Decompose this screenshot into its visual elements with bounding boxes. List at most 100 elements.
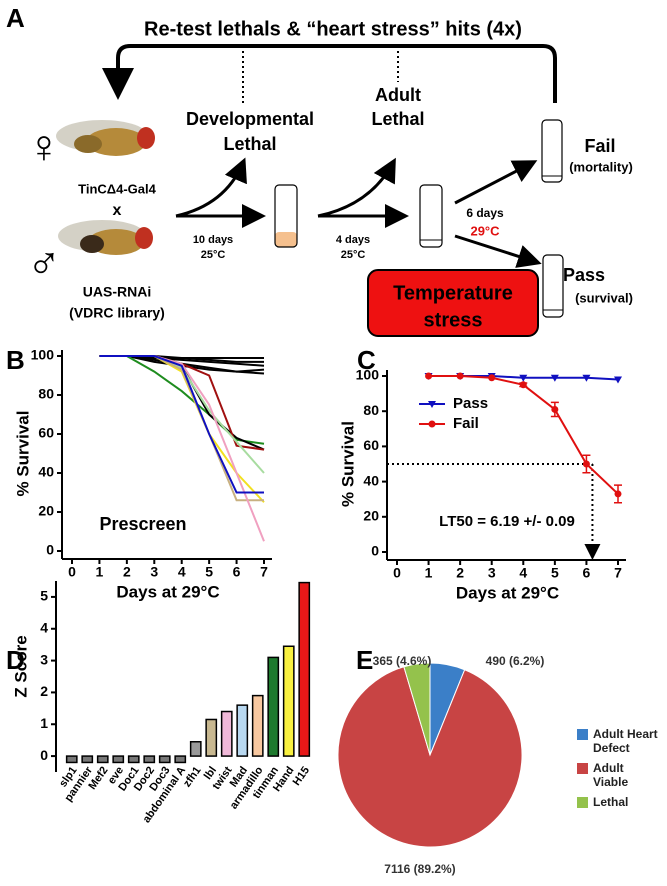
point <box>456 372 464 380</box>
adult-lethal: Lethal <box>371 109 424 129</box>
bar <box>189 741 202 757</box>
bar <box>96 755 109 764</box>
x-tick-label: 7 <box>260 564 268 580</box>
series-line <box>99 355 264 494</box>
series-line <box>428 375 619 495</box>
y-tick-label: 40 <box>38 464 54 480</box>
legend-label: Lethal <box>593 795 629 809</box>
male-line: UAS-RNAi <box>83 284 151 300</box>
x-tick-label: 2 <box>123 564 131 580</box>
y-tick-label: 60 <box>363 437 379 453</box>
legend-label: Fail <box>453 415 479 432</box>
panel-a: A Re-test lethals & “heart stress” hits … <box>6 3 633 337</box>
fly-female <box>56 120 155 156</box>
arrow <box>454 160 538 205</box>
x-axis-label: Days at 29°C <box>456 583 559 602</box>
x-tick-label: 2 <box>456 565 464 581</box>
step-temp: 25°C <box>341 249 366 261</box>
bar <box>143 755 156 764</box>
y-tick-label: 100 <box>356 367 380 383</box>
y-tick-label: 0 <box>40 747 48 763</box>
dev-lethal: Developmental <box>186 109 314 129</box>
panel-letter: C <box>357 345 376 375</box>
cross: x <box>113 202 122 219</box>
step-temp: 25°C <box>201 249 226 261</box>
x-tick-label: 1 <box>96 564 104 580</box>
legend-swatch <box>577 797 588 808</box>
fail-label: Fail <box>584 136 615 156</box>
y-tick-label: 0 <box>371 543 379 559</box>
point <box>550 374 559 382</box>
step-temp: 29°C <box>470 223 500 238</box>
point <box>614 490 622 498</box>
bar <box>298 581 311 757</box>
panel-letter: B <box>6 345 25 375</box>
y-tick-label: 80 <box>363 402 379 418</box>
x-tick-label: 1 <box>425 565 433 581</box>
female-symbol: ♀ <box>27 120 62 172</box>
pass-note: (survival) <box>575 290 633 305</box>
y-axis-label: % Survival <box>13 411 32 497</box>
bar <box>81 755 94 764</box>
x-axis-label: Days at 29°C <box>116 582 219 601</box>
dev-lethal: Lethal <box>223 134 276 154</box>
y-tick-label: 1 <box>40 715 48 731</box>
y-tick-label: 0 <box>46 542 54 558</box>
point <box>488 374 496 382</box>
y-tick-label: 4 <box>40 619 48 635</box>
stress-box <box>367 269 539 337</box>
male-library: (VDRC library) <box>69 305 165 321</box>
arrow <box>454 234 542 268</box>
x-tick-label: 5 <box>205 564 213 580</box>
pass-label: Pass <box>563 265 605 285</box>
bar <box>158 755 171 764</box>
step-time: 4 days <box>336 234 370 246</box>
fly-male <box>58 220 153 255</box>
x-tick-label: 7 <box>614 565 622 581</box>
x-tick-label: 4 <box>178 564 186 580</box>
bar <box>282 645 295 757</box>
legend-label: Adult Viable <box>593 761 629 789</box>
bar <box>251 694 264 757</box>
x-tick-label: 6 <box>233 564 241 580</box>
pie-slice <box>337 666 523 848</box>
vial <box>419 184 443 248</box>
step-time: 10 days <box>193 234 233 246</box>
x-tick-label: 5 <box>551 565 559 581</box>
x-tick-label: H15 <box>291 765 312 788</box>
y-tick-label: 40 <box>363 472 379 488</box>
vial <box>542 254 564 318</box>
y-axis-label: Z Score <box>11 635 30 697</box>
pie-slice <box>403 662 431 756</box>
adult-lethal: Adult <box>375 85 421 105</box>
stress-label: stress <box>424 309 483 331</box>
legend-swatch <box>577 763 588 774</box>
y-tick-label: 3 <box>40 651 48 667</box>
legend-marker <box>428 420 436 428</box>
legend-swatch <box>577 729 588 740</box>
x-tick-label: 6 <box>583 565 591 581</box>
point <box>425 372 433 380</box>
bar <box>267 656 280 757</box>
panel-letter: A <box>6 3 25 33</box>
y-tick-label: 5 <box>40 588 48 604</box>
point <box>519 381 527 389</box>
legend-label: Pass <box>453 395 488 412</box>
point <box>551 405 559 413</box>
step-time: 6 days <box>466 206 504 220</box>
y-tick-label: 100 <box>31 347 55 363</box>
slice-label: 7116 (89.2%) <box>384 862 455 876</box>
vial-food <box>275 232 297 247</box>
x-tick-label: 0 <box>68 564 76 580</box>
fail-note: (mortality) <box>569 159 633 174</box>
x-tick-label: 3 <box>488 565 496 581</box>
bar <box>220 710 233 757</box>
x-tick-label: 0 <box>393 565 401 581</box>
x-tick-label: zfh1 <box>181 765 203 790</box>
slice-label: 490 (6.2%) <box>486 654 545 668</box>
y-tick-label: 20 <box>363 508 379 524</box>
bar <box>65 755 78 764</box>
point <box>582 460 590 468</box>
